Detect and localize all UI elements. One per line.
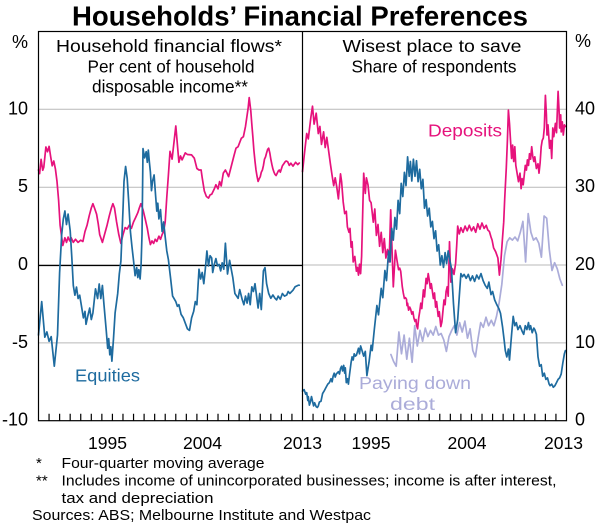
svg-text:tax and depreciation: tax and depreciation — [62, 490, 214, 507]
svg-text:0: 0 — [575, 410, 585, 430]
svg-text:1995: 1995 — [88, 433, 127, 453]
svg-text:disposable income**: disposable income** — [92, 77, 248, 97]
svg-text:%: % — [575, 31, 591, 51]
svg-text:Share of respondents: Share of respondents — [352, 57, 517, 77]
svg-text:Wisest place to save: Wisest place to save — [343, 36, 522, 56]
svg-text:1995: 1995 — [352, 433, 391, 453]
svg-text:-10: -10 — [2, 410, 28, 430]
svg-text:**: ** — [36, 473, 48, 490]
svg-text:Households’ Financial Preferen: Households’ Financial Preferences — [72, 1, 528, 32]
svg-text:*: * — [36, 455, 42, 472]
svg-text:debt: debt — [390, 394, 435, 414]
svg-text:40: 40 — [575, 98, 595, 118]
svg-text:2004: 2004 — [448, 433, 487, 453]
svg-text:Sources: ABS; Melbourne Instit: Sources: ABS; Melbourne Institute and We… — [32, 507, 372, 524]
svg-text:Paying down: Paying down — [359, 373, 471, 393]
svg-text:2004: 2004 — [183, 433, 222, 453]
svg-text:2013: 2013 — [544, 433, 583, 453]
svg-text:%: % — [12, 32, 28, 52]
svg-text:10: 10 — [8, 98, 28, 118]
svg-text:2013: 2013 — [283, 433, 322, 453]
svg-text:Equities: Equities — [75, 366, 140, 386]
svg-text:Four-quarter moving average: Four-quarter moving average — [62, 455, 265, 472]
svg-text:5: 5 — [18, 176, 28, 196]
svg-text:Per cent of household: Per cent of household — [88, 57, 255, 77]
svg-text:0: 0 — [18, 254, 28, 274]
svg-text:Includes income of unincorpora: Includes income of unincorporated busine… — [62, 473, 557, 490]
svg-text:Household financial flows*: Household financial flows* — [56, 36, 282, 56]
svg-text:10: 10 — [575, 332, 595, 352]
svg-text:Deposits: Deposits — [428, 121, 502, 141]
svg-text:30: 30 — [575, 176, 595, 196]
svg-text:-5: -5 — [12, 332, 28, 352]
svg-text:20: 20 — [575, 254, 595, 274]
